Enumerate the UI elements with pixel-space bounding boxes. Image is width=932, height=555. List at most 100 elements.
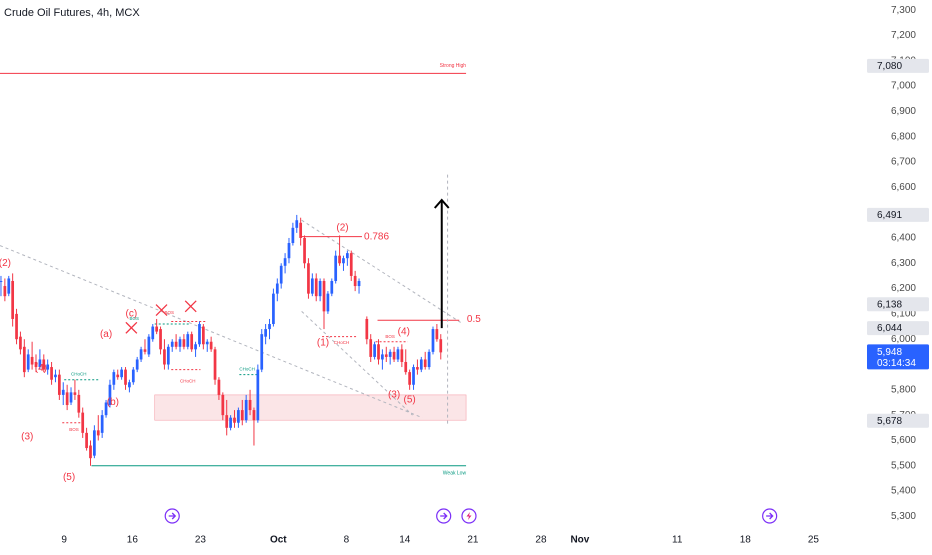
candle-body [338,255,341,264]
price-level-label: 5,678 [867,413,929,428]
candle-body [435,329,439,340]
chart-annotation: (4) [398,326,410,337]
chart-annotation: BOS [165,310,175,315]
chart-annotation: (5) [404,395,416,406]
chart-annotation: (2) [0,258,11,269]
candle-body [15,313,18,340]
candle-body [81,412,85,433]
candle-body [22,346,26,373]
candle-body [369,339,373,357]
event-icon-1[interactable] [164,508,180,524]
candle-body [237,410,240,423]
x-tick-label: Oct [270,535,287,546]
candle-body [3,286,7,297]
candle-body [139,349,143,360]
y-tick-label: 5,600 [891,435,916,446]
candle-body [252,410,256,421]
candle-body [349,253,353,276]
event-icon-4[interactable] [762,508,778,524]
candle-body [201,326,205,345]
candle-body [357,280,361,287]
candle-body [416,367,419,370]
candle-body [46,364,50,370]
chart-annotation: BOS [385,334,395,339]
candle-body [85,432,88,449]
price-label-text: 6,138 [877,299,902,310]
candle-body [377,344,380,360]
candle-body [373,344,376,357]
chart-annotation: CHoCH [71,371,87,376]
x-tick-label: 16 [127,535,139,546]
candle-body [42,359,46,370]
x-mark-3 [184,300,197,313]
candle-body [392,351,396,360]
candle-body [73,392,77,395]
price-label-bg [867,207,929,222]
y-tick-label: 7,000 [891,81,916,92]
candle-body [318,280,322,297]
y-tick-label: 6,200 [891,283,916,294]
candle-body [166,346,170,365]
price-label-text: 7,080 [877,61,902,72]
x-tick-label: 23 [195,535,207,546]
chart-annotation: 0.786 [364,231,389,242]
price-label-text: 5,948 [877,347,902,358]
candle-body [116,374,120,378]
candle-body [205,341,209,345]
candle-body [431,329,435,352]
candle-body [303,237,306,264]
candle-body [124,369,127,385]
candle-body [346,253,349,259]
time-axis-area[interactable] [0,524,932,550]
candle-body [69,392,73,403]
chart-annotation: Weak Low [443,471,467,477]
arrow-right-icon [766,512,774,520]
candle-body [260,334,264,370]
candle-body [151,326,155,340]
candle-body [342,258,345,264]
candle-body [155,326,159,332]
x-mark-stroke [184,300,197,313]
candle-body [194,344,197,350]
price-label-bg [867,413,929,428]
x-tick-label: 18 [740,535,752,546]
chart-annotation: (3) [21,431,33,442]
candle-body [272,293,275,325]
candle-body [225,415,229,428]
channel-upper-line [301,219,464,325]
chart-annotation: CHoCH [180,378,196,383]
y-tick-label: 5,300 [891,511,916,522]
candle-body [217,379,221,395]
chart-annotation: BOS [130,316,140,321]
candle-body [159,329,162,350]
candle-body [334,255,338,281]
candle-body [400,349,404,362]
candle-body [307,263,310,294]
price-axis-area[interactable] [865,0,932,550]
candle-body [279,265,283,284]
candle-body [221,394,225,416]
candle-body [50,367,53,380]
price-label-bg [867,58,929,73]
candle-body [275,283,279,294]
candle-body [54,374,57,378]
candle-body [381,354,384,360]
candle-body [120,369,123,378]
candle-body [326,293,330,312]
y-tick-label: 6,100 [891,309,916,320]
x-tick-label: 14 [399,535,411,546]
event-icon-2[interactable] [436,508,452,524]
event-icon-3[interactable] [461,508,477,524]
x-tick-label: Nov [570,535,589,546]
price-label-text: 6,491 [877,210,902,221]
y-tick-label: 6,300 [891,258,916,269]
x-tick-label: 28 [535,535,547,546]
chart-annotation: CHoCH [334,340,350,345]
candle-body [34,361,38,368]
chart-annotation: 0.5 [467,314,481,325]
chart-annotation: CHoCH [239,366,255,371]
candle-body [186,334,190,347]
price-label-text: 6,044 [877,323,902,334]
